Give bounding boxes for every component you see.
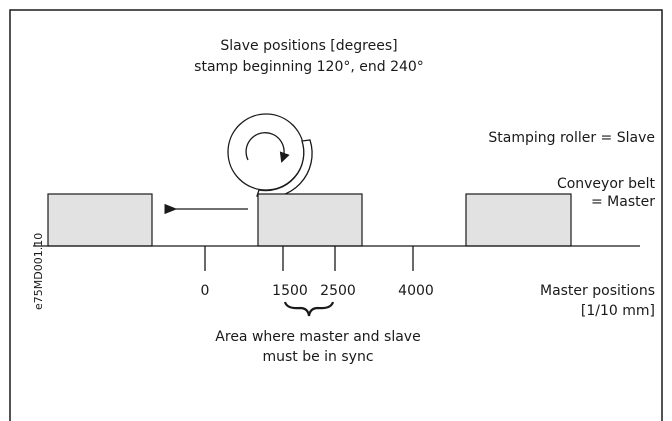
master-label: Master positions bbox=[540, 283, 655, 299]
tick-label: 2500 bbox=[320, 283, 356, 299]
belt-label: Conveyor belt bbox=[557, 176, 656, 192]
boxes bbox=[47, 193, 572, 247]
roller bbox=[227, 113, 313, 199]
title-line: stamp beginning 120°, end 240° bbox=[194, 59, 424, 75]
roller-label: Stamping roller = Slave bbox=[488, 130, 655, 146]
belt-label: = Master bbox=[591, 194, 655, 210]
area-label: Area where master and slave bbox=[215, 329, 420, 345]
master-label: [1/10 mm] bbox=[581, 303, 655, 319]
tick-label: 0 bbox=[201, 283, 210, 299]
brace bbox=[283, 301, 335, 317]
area-label: must be in sync bbox=[262, 349, 373, 365]
tick-label: 4000 bbox=[398, 283, 434, 299]
title-line: Slave positions [degrees] bbox=[220, 38, 397, 54]
frame bbox=[9, 9, 663, 421]
axis bbox=[33, 245, 640, 271]
figure-id: e75MD001.10 bbox=[32, 233, 45, 310]
tick-label: 1500 bbox=[272, 283, 308, 299]
